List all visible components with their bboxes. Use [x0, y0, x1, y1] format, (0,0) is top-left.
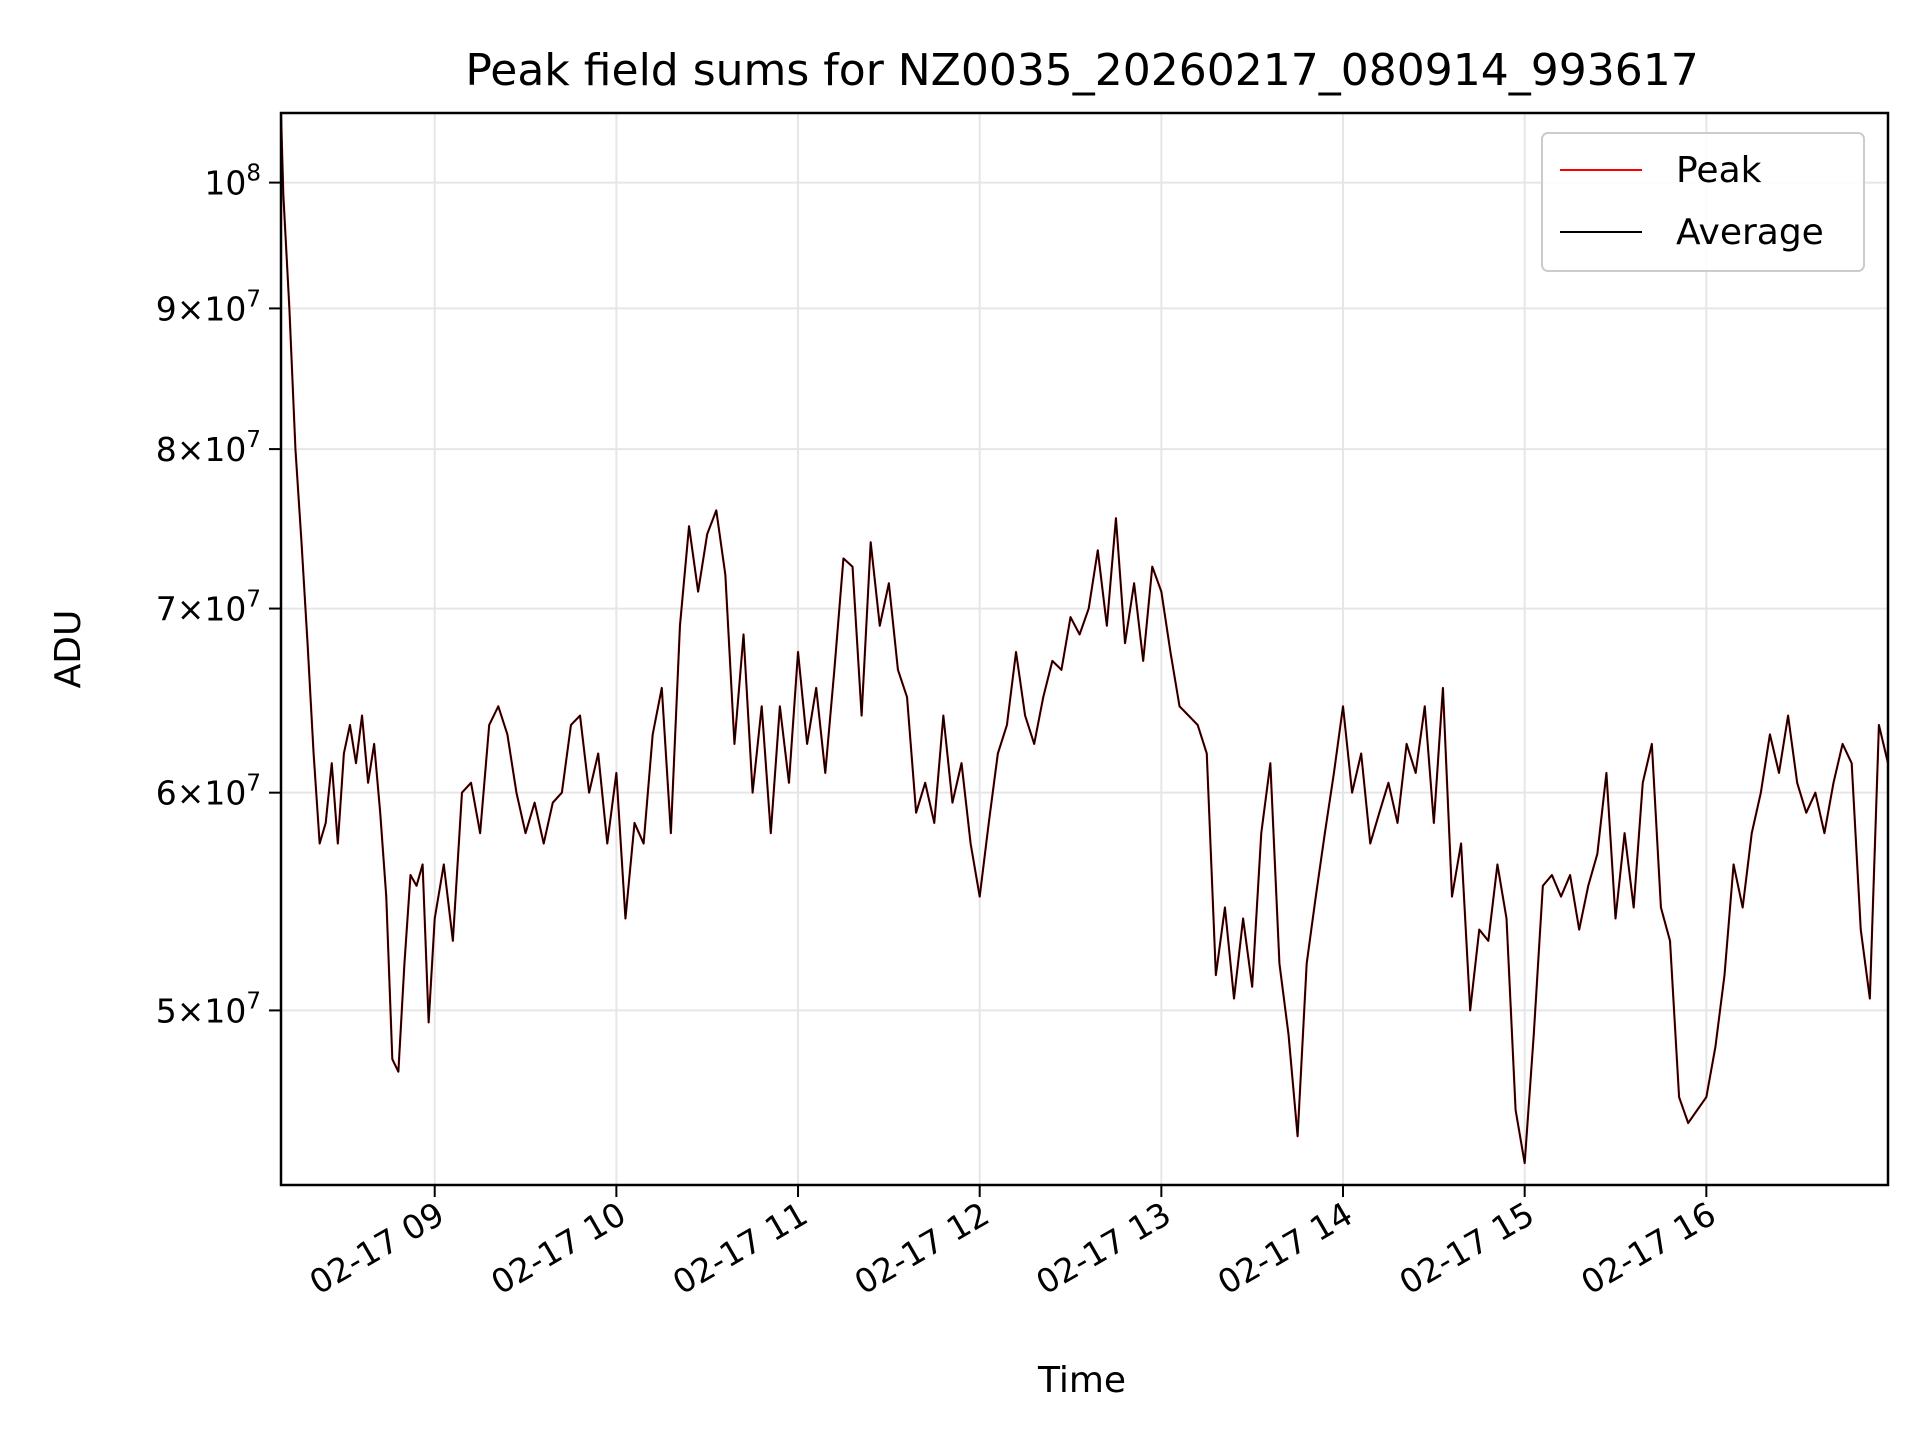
chart-title: Peak field sums for NZ0035_20260217_0809… — [465, 45, 1698, 96]
x-tick-label: 02-17 16 — [1574, 1194, 1722, 1302]
x-tick-label: 02-17 10 — [484, 1194, 632, 1302]
y-tick-label: 9×107 — [156, 286, 261, 328]
y-tick-label: 8×107 — [156, 427, 261, 469]
x-axis: 02-17 09 02-17 10 02-17 11 02-17 12 02-17 13… — [303, 1185, 1722, 1302]
y-tick-label: 5×107 — [156, 988, 261, 1030]
series-line-average — [280, 112, 1889, 1164]
series-group — [279, 112, 1890, 1165]
legend-label-average: Average — [1676, 212, 1824, 253]
x-tick-label: 02-17 09 — [303, 1194, 451, 1302]
x-tick-label: 02-17 15 — [1393, 1194, 1541, 1302]
y-axis: 5×107 6×107 7×107 8×107 9×107 108 — [156, 161, 281, 1030]
plot-frame — [279, 111, 1890, 1187]
x-tick-label: 02-17 12 — [848, 1194, 996, 1302]
legend-label-peak: Peak — [1676, 150, 1762, 191]
y-tick-label: 108 — [204, 161, 261, 203]
x-axis-label: Time — [1037, 1360, 1126, 1401]
x-tick-label: 02-17 11 — [666, 1194, 814, 1302]
legend: Peak Average — [1541, 132, 1865, 272]
x-tick-label: 02-17 14 — [1211, 1194, 1359, 1302]
y-tick-label: 7×107 — [156, 587, 261, 629]
legend-box — [1541, 132, 1865, 272]
grid — [281, 113, 1888, 1185]
x-tick-label: 02-17 13 — [1029, 1194, 1177, 1302]
y-tick-label: 6×107 — [156, 771, 261, 813]
y-axis-label: ADU — [48, 610, 89, 689]
